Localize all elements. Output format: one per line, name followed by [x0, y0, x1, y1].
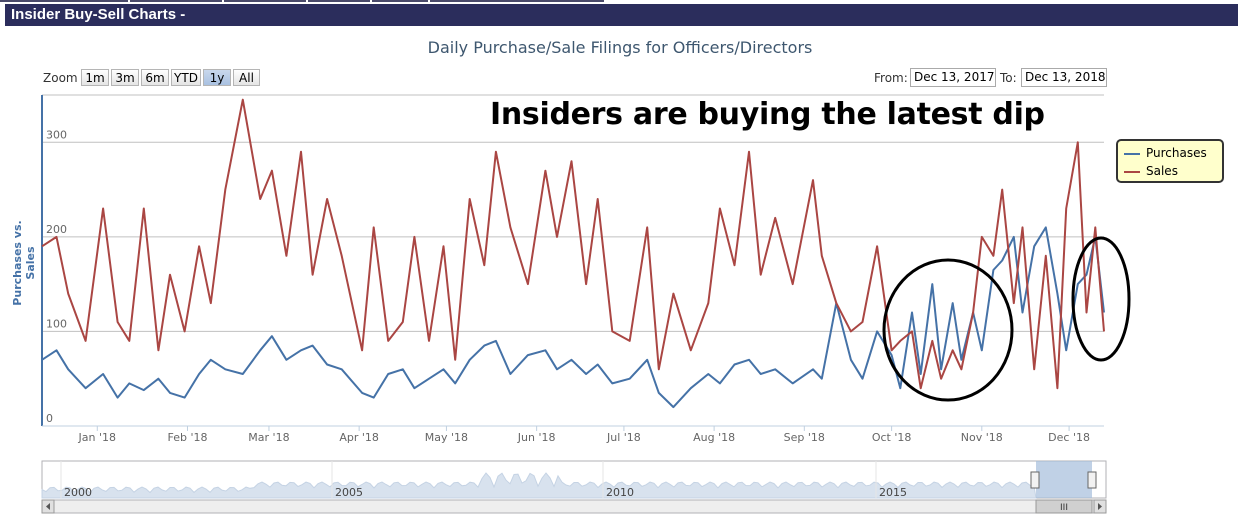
from-label: From:: [874, 71, 908, 85]
purchases-swatch: [1124, 152, 1140, 155]
y-tick-label-0: 0: [46, 412, 53, 425]
chart-title: Daily Purchase/Sale Filings for Officers…: [427, 38, 813, 57]
y-tick-label-200: 200: [46, 223, 67, 236]
navigator-year-label-2000: 2000: [64, 486, 92, 499]
zoom-label: Zoom: [43, 71, 78, 85]
zoom-1y-button[interactable]: 1y: [203, 69, 231, 86]
highlight-circle-oct-nov: [882, 258, 1014, 402]
x-tick-label-1: Feb '18: [167, 431, 207, 444]
zoom-6m-button[interactable]: 6m: [141, 69, 169, 86]
top-tab-strip: [0, 0, 1242, 3]
navigator-left-handle[interactable]: [1030, 471, 1040, 489]
x-tick-label-0: Jan '18: [78, 431, 116, 444]
to-date-input[interactable]: Dec 13, 2018: [1021, 68, 1107, 87]
x-tick-label-2: Mar '18: [248, 431, 289, 444]
annotation-text: Insiders are buying the latest dip: [490, 97, 1045, 132]
y-tick-label-100: 100: [46, 317, 67, 330]
x-tick-label-10: Nov '18: [961, 431, 1003, 444]
zoom-3m-button[interactable]: 3m: [111, 69, 139, 86]
navigator-year-label-2005: 2005: [335, 486, 363, 499]
x-tick-label-9: Oct '18: [872, 431, 912, 444]
x-tick-label-5: Jun '18: [517, 431, 556, 444]
scrollbar-grip: III: [1060, 503, 1068, 513]
sales-swatch: [1124, 170, 1140, 173]
legend-label-sales: Sales: [1146, 164, 1178, 178]
x-tick-label-11: Dec '18: [1048, 431, 1090, 444]
zoom-1m-button[interactable]: 1m: [81, 69, 109, 86]
legend-label-purchases: Purchases: [1146, 146, 1207, 160]
x-tick-label-7: Aug '18: [693, 431, 735, 444]
navigator-year-label-2015: 2015: [879, 486, 907, 499]
from-date-input[interactable]: Dec 13, 2017: [910, 68, 996, 87]
section-header: Insider Buy-Sell Charts -: [5, 4, 1238, 26]
legend-item-purchases[interactable]: Purchases: [1124, 145, 1207, 161]
y-tick-label-300: 300: [46, 128, 67, 141]
navigator-area: [41, 472, 1037, 499]
series-line-sales: [41, 98, 1105, 390]
scroll-right-icon: [1098, 503, 1102, 510]
scrollbar-track: [41, 499, 1107, 514]
legend: Purchases Sales: [1116, 139, 1224, 183]
x-tick-label-4: May '18: [425, 431, 468, 444]
highlight-circle-dec: [1071, 236, 1131, 362]
zoom-all-button[interactable]: All: [233, 69, 260, 86]
navigator-right-handle[interactable]: [1087, 471, 1097, 489]
to-label: To:: [1000, 71, 1017, 85]
zoom-ytd-button[interactable]: YTD: [171, 69, 201, 86]
x-tick-label-6: Jul '18: [606, 431, 641, 444]
navigator-year-label-2010: 2010: [606, 486, 634, 499]
scrollbar-thumb[interactable]: [1035, 499, 1093, 514]
navigator-selection: [1036, 461, 1092, 498]
x-tick-label-8: Sep '18: [784, 431, 825, 444]
x-tick-label-3: Apr '18: [339, 431, 379, 444]
legend-item-sales[interactable]: Sales: [1124, 163, 1178, 179]
scroll-left-icon: [46, 503, 50, 510]
